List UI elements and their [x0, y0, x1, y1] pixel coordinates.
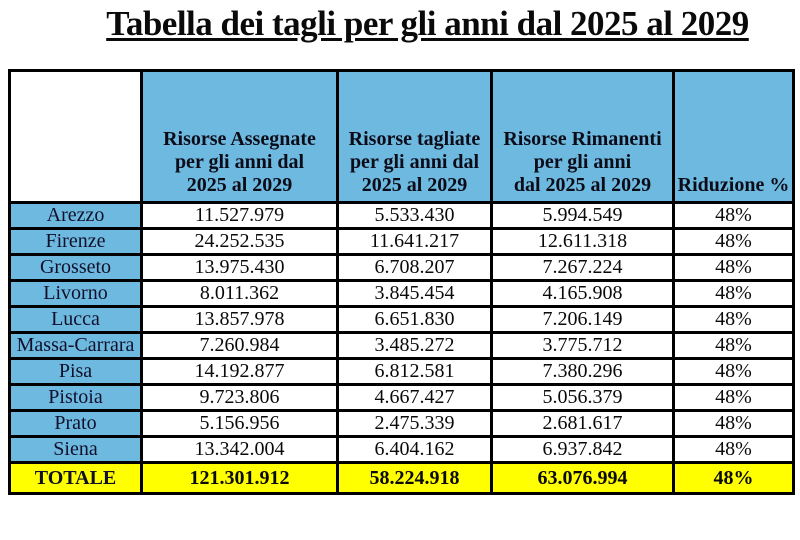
header-remaining: Risorse Rimanenti per gli anni dal 2025 …	[490, 69, 675, 204]
remaining-cell: 7.267.224	[490, 253, 675, 282]
reduction-cell: 48%	[672, 227, 795, 256]
reduction-cell: 48%	[672, 409, 795, 438]
province-cell: Livorno	[8, 279, 143, 308]
cuts-table: Risorse Assegnate per gli anni dal 2025 …	[8, 69, 795, 495]
reduction-cell: 48%	[672, 201, 795, 230]
table-row-pistoia: Pistoia 9.723.806 4.667.427 5.056.379 48…	[8, 383, 795, 412]
province-cell: Massa-Carrara	[8, 331, 143, 360]
header-line: Risorse Rimanenti	[503, 128, 662, 150]
reduction-cell: 48%	[672, 331, 795, 360]
table-row-firenze: Firenze 24.252.535 11.641.217 12.611.318…	[8, 227, 795, 256]
remaining-cell: 12.611.318	[490, 227, 675, 256]
header-line: Risorse Assegnate	[163, 128, 316, 150]
cut-cell: 2.475.339	[336, 409, 493, 438]
remaining-cell: 2.681.617	[490, 409, 675, 438]
remaining-cell: 5.056.379	[490, 383, 675, 412]
reduction-cell: 48%	[672, 435, 795, 464]
total-assigned-cell: 121.301.912	[140, 461, 339, 495]
table-row-lucca: Lucca 13.857.978 6.651.830 7.206.149 48%	[8, 305, 795, 334]
assigned-cell: 11.527.979	[140, 201, 339, 230]
cut-cell: 6.812.581	[336, 357, 493, 386]
province-cell: Grosseto	[8, 253, 143, 282]
header-province-empty	[8, 69, 143, 204]
assigned-cell: 13.975.430	[140, 253, 339, 282]
table-row-siena: Siena 13.342.004 6.404.162 6.937.842 48%	[8, 435, 795, 464]
reduction-cell: 48%	[672, 305, 795, 334]
remaining-cell: 4.165.908	[490, 279, 675, 308]
table-row-pisa: Pisa 14.192.877 6.812.581 7.380.296 48%	[8, 357, 795, 386]
total-remaining-cell: 63.076.994	[490, 461, 675, 495]
province-cell: Pistoia	[8, 383, 143, 412]
cut-cell: 6.404.162	[336, 435, 493, 464]
province-cell: Arezzo	[8, 201, 143, 230]
cut-cell: 3.485.272	[336, 331, 493, 360]
header-assigned: Risorse Assegnate per gli anni dal 2025 …	[140, 69, 339, 204]
header-line: Risorse tagliate	[348, 128, 481, 150]
header-reduction: Riduzione %	[672, 69, 795, 204]
page-title: Tabella dei tagli per gli anni dal 2025 …	[106, 4, 749, 43]
assigned-cell: 8.011.362	[140, 279, 339, 308]
header-line: per gli anni dal	[174, 151, 305, 173]
remaining-cell: 3.775.712	[490, 331, 675, 360]
assigned-cell: 7.260.984	[140, 331, 339, 360]
reduction-cell: 48%	[672, 357, 795, 386]
province-cell: Pisa	[8, 357, 143, 386]
remaining-cell: 7.380.296	[490, 357, 675, 386]
header-line: Riduzione %	[677, 174, 790, 196]
total-label-cell: TOTALE	[8, 461, 143, 495]
cut-cell: 4.667.427	[336, 383, 493, 412]
province-cell: Prato	[8, 409, 143, 438]
assigned-cell: 13.857.978	[140, 305, 339, 334]
table-row-massa-carrara: Massa-Carrara 7.260.984 3.485.272 3.775.…	[8, 331, 795, 360]
table-row-grosseto: Grosseto 13.975.430 6.708.207 7.267.224 …	[8, 253, 795, 282]
cut-cell: 6.651.830	[336, 305, 493, 334]
assigned-cell: 13.342.004	[140, 435, 339, 464]
table-body: Arezzo 11.527.979 5.533.430 5.994.549 48…	[8, 201, 795, 495]
header-row: Risorse Assegnate per gli anni dal 2025 …	[8, 69, 795, 204]
table-header: Risorse Assegnate per gli anni dal 2025 …	[8, 69, 795, 204]
total-row: TOTALE 121.301.912 58.224.918 63.076.994…	[8, 461, 795, 495]
header-line: 2025 al 2029	[186, 174, 293, 196]
province-cell: Lucca	[8, 305, 143, 334]
cut-cell: 3.845.454	[336, 279, 493, 308]
table-row-prato: Prato 5.156.956 2.475.339 2.681.617 48%	[8, 409, 795, 438]
table-row-arezzo: Arezzo 11.527.979 5.533.430 5.994.549 48…	[8, 201, 795, 230]
province-cell: Firenze	[8, 227, 143, 256]
remaining-cell: 6.937.842	[490, 435, 675, 464]
assigned-cell: 5.156.956	[140, 409, 339, 438]
header-cut: Risorse tagliate per gli anni dal 2025 a…	[336, 69, 493, 204]
header-line: 2025 al 2029	[361, 174, 468, 196]
total-cut-cell: 58.224.918	[336, 461, 493, 495]
total-reduction-cell: 48%	[672, 461, 795, 495]
cut-cell: 11.641.217	[336, 227, 493, 256]
reduction-cell: 48%	[672, 383, 795, 412]
header-line: per gli anni	[533, 151, 632, 173]
cut-cell: 5.533.430	[336, 201, 493, 230]
assigned-cell: 9.723.806	[140, 383, 339, 412]
assigned-cell: 24.252.535	[140, 227, 339, 256]
remaining-cell: 7.206.149	[490, 305, 675, 334]
remaining-cell: 5.994.549	[490, 201, 675, 230]
header-line: dal 2025 al 2029	[513, 174, 652, 196]
header-line: per gli anni dal	[349, 151, 480, 173]
cut-cell: 6.708.207	[336, 253, 493, 282]
table-row-livorno: Livorno 8.011.362 3.845.454 4.165.908 48…	[8, 279, 795, 308]
province-cell: Siena	[8, 435, 143, 464]
reduction-cell: 48%	[672, 253, 795, 282]
assigned-cell: 14.192.877	[140, 357, 339, 386]
reduction-cell: 48%	[672, 279, 795, 308]
